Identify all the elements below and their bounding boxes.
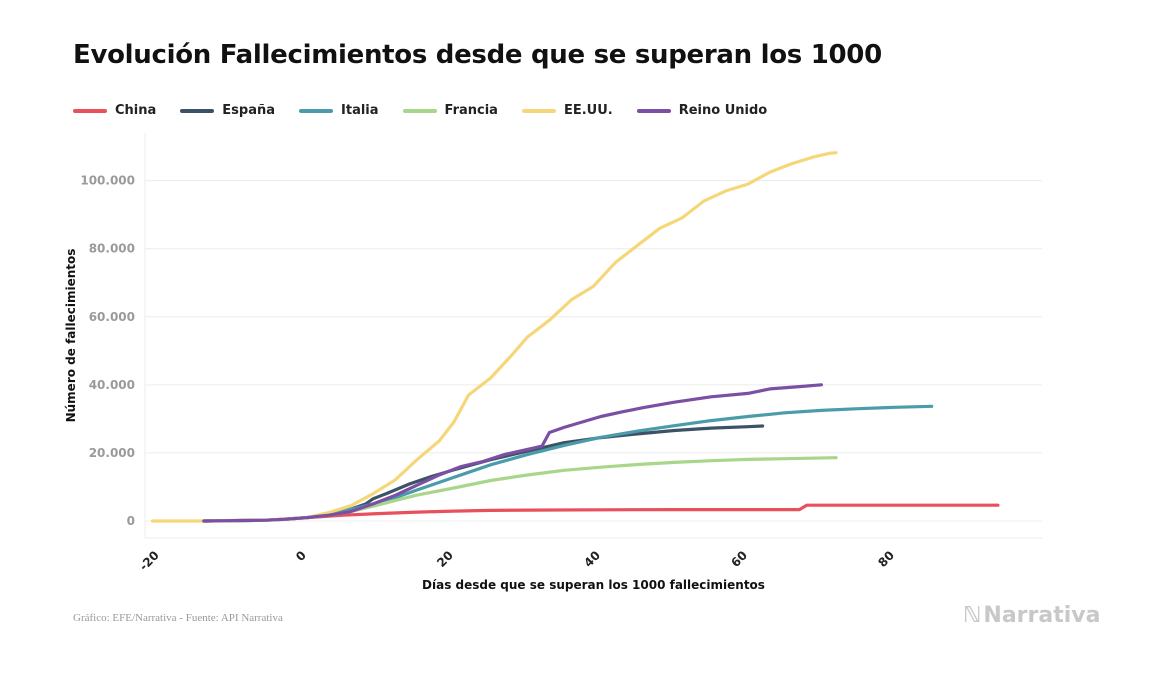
legend-swatch	[180, 108, 215, 113]
y-tick-label: 80.000	[89, 242, 135, 256]
x-tick-label: 0	[293, 548, 309, 564]
chart-title: Evolución Fallecimientos desde que se su…	[73, 40, 882, 70]
legend-swatch	[402, 108, 437, 113]
y-axis-title: Número de fallecimientos	[64, 249, 78, 423]
narrativa-logo: ℕ Narrativa	[963, 603, 1100, 628]
legend-swatch	[636, 108, 671, 113]
plot-area	[145, 133, 1042, 538]
legend-label: China	[115, 103, 157, 118]
narrativa-logo-icon: ℕ	[963, 603, 982, 628]
series-line-ee-uu	[150, 151, 838, 523]
legend-label: Reino Unido	[678, 103, 768, 118]
x-tick-label: 80	[875, 548, 897, 570]
legend-item-ee-uu: EE.UU.	[521, 103, 613, 118]
legend-label: Francia	[444, 103, 498, 118]
y-tick-label: 40.000	[89, 378, 135, 392]
legend-swatch	[73, 108, 107, 113]
legend-swatch	[521, 108, 556, 113]
y-tick-label: 60.000	[89, 310, 135, 324]
legend-item-reino-unido: Reino Unido	[636, 103, 768, 118]
legend-label: EE.UU.	[563, 103, 613, 118]
legend: China España Italia Francia EE.UU. Reino Unid…	[73, 103, 791, 118]
legend-label: Italia	[341, 103, 379, 118]
series-line-reino-unido	[202, 383, 824, 523]
legend-item-espa-a: España	[180, 103, 275, 118]
y-tick-label: 100.000	[80, 174, 135, 188]
legend-item-italia: Italia	[299, 103, 379, 118]
legend-item-china: China	[73, 103, 156, 118]
x-tick-label: -20	[137, 548, 162, 573]
legend-item-francia: Francia	[402, 103, 498, 118]
x-axis-title: Días desde que se superan los 1000 falle…	[422, 578, 765, 592]
x-tick-label: 60	[728, 548, 750, 570]
x-tick-label: 20	[434, 548, 456, 570]
logo-text: Narrativa	[983, 603, 1101, 628]
y-tick-label: 20.000	[89, 446, 135, 460]
legend-swatch	[299, 108, 334, 113]
legend-label: España	[222, 103, 276, 118]
source-note: Gráfico: EFE/Narrativa - Fuente: API Nar…	[73, 612, 283, 624]
y-tick-label: 0	[127, 514, 135, 528]
x-tick-label: 40	[581, 548, 603, 570]
